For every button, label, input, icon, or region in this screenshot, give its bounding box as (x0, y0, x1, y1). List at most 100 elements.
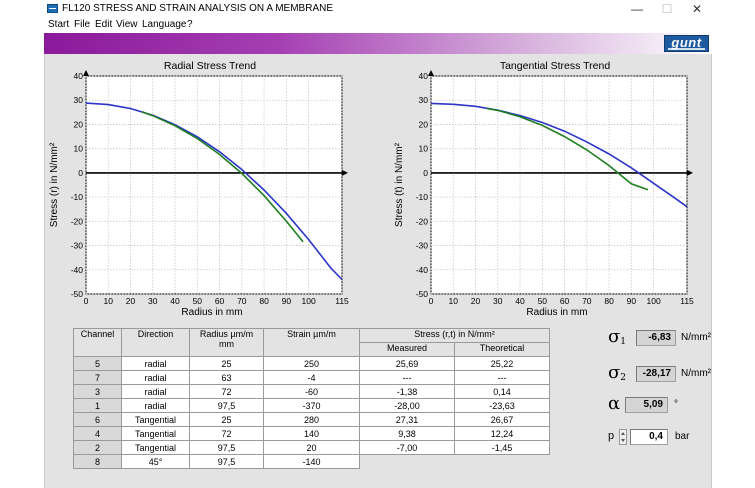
y-tick-label: 30 (74, 95, 84, 105)
menu-file[interactable]: File (74, 19, 91, 30)
plot-area (85, 75, 343, 295)
plot-area (430, 75, 688, 295)
zero-axis-arrow (342, 169, 348, 176)
channel-cell: 6 (73, 412, 122, 427)
strain-cell: -60 (263, 384, 360, 399)
strain-cell: 140 (263, 426, 360, 441)
y-tick-label: 40 (419, 71, 429, 81)
measured-cell: 9,38 (359, 426, 455, 441)
menu-edit[interactable]: Edit (95, 19, 113, 30)
y-tick-label: 0 (78, 168, 83, 178)
radius-cell: 97,5 (189, 398, 264, 413)
channel-cell: 8 (73, 454, 122, 469)
y-tick-label: -30 (416, 241, 429, 251)
col-theoretical-header: Theoretical (454, 342, 550, 357)
series-line-blue (430, 102, 688, 208)
x-tick-label: 10 (104, 296, 114, 306)
table-row: 4 Tangential 72 140 9,38 12,24 (73, 426, 550, 441)
x-tick-label: 30 (148, 296, 158, 306)
direction-cell: Tangential (121, 412, 190, 427)
measured-cell: -7,00 (359, 440, 455, 455)
col-channel-header: Channel (73, 328, 122, 357)
channel-cell: 1 (73, 398, 122, 413)
channel-cell: 7 (73, 370, 122, 385)
title-bar: FL120 STRESS AND STRAIN ANALYSIS ON A ME… (0, 0, 755, 18)
y-tick-label: 0 (423, 168, 428, 178)
radius-cell: 63 (189, 370, 264, 385)
radius-cell: 97,5 (189, 440, 264, 455)
radius-cell: 25 (189, 412, 264, 427)
x-tick-label: 80 (604, 296, 614, 306)
main-panel: Radial Stress Trend 0 10 20 30 40 50 60 70 80 90 10… (44, 54, 712, 488)
logo-text: gunt (671, 35, 702, 50)
col-measured-header: Measured (359, 342, 455, 357)
x-tick-label: 40 (170, 296, 180, 306)
pressure-unit: bar (675, 431, 690, 442)
strain-cell: -370 (263, 398, 360, 413)
x-tick-label: 70 (237, 296, 247, 306)
y-tick-label: -40 (416, 265, 429, 275)
measured-cell: -28,00 (359, 398, 455, 413)
channel-cell: 3 (73, 384, 122, 399)
y-axis-label: Stress (t) in N/mm² (394, 142, 405, 227)
direction-cell: radial (121, 384, 190, 399)
alpha-unit: ° (674, 399, 678, 410)
table-row: 2 Tangential 97,5 20 -7,00 -1,45 (73, 440, 550, 455)
x-tick-label: 30 (493, 296, 503, 306)
measured-cell: 27,31 (359, 412, 455, 427)
series-line-green (486, 107, 649, 191)
menu-language[interactable]: Language (142, 19, 187, 30)
maximize-button[interactable]: ☐ (661, 2, 673, 16)
x-tick-label: 0 (429, 296, 434, 306)
radius-cell: 97,5 (189, 454, 264, 469)
pressure-spinner-icon[interactable] (619, 429, 627, 445)
menu-bar: Start File Edit View Language ? (44, 18, 712, 33)
y-tick-label: 20 (74, 119, 84, 129)
y-tick-label: 20 (419, 119, 429, 129)
pressure-input[interactable]: 0,4 (630, 429, 668, 445)
series-line-green (141, 111, 304, 243)
y-tick-label: 10 (419, 144, 429, 154)
x-tick-label: 115 (680, 296, 694, 306)
col-direction-header: Direction (121, 328, 190, 357)
x-tick-label: 50 (193, 296, 203, 306)
header-banner: gunt (44, 33, 712, 54)
alpha-symbol: α (608, 393, 621, 414)
series-line-blue (85, 102, 343, 281)
y-axis-arrow (428, 70, 434, 76)
y-tick-label: -30 (71, 241, 84, 251)
theoretical-cell: 0,14 (454, 384, 550, 399)
channel-cell: 2 (73, 440, 122, 455)
minimize-button[interactable]: — (631, 2, 643, 16)
table-row: 8 45° 97,5 -140 (73, 454, 550, 469)
table-row: 7 radial 63 -4 --- --- (73, 370, 550, 385)
strain-cell: -140 (263, 454, 360, 469)
radius-cell: 72 (189, 426, 264, 441)
direction-cell: Tangential (121, 440, 190, 455)
table-row: 1 radial 97,5 -370 -28,00 -23,63 (73, 398, 550, 413)
col-strain-header: Strain µm/m (263, 328, 360, 357)
theoretical-cell: --- (454, 370, 550, 385)
menu-start[interactable]: Start (48, 19, 70, 30)
window-title: FL120 STRESS AND STRAIN ANALYSIS ON A ME… (62, 3, 334, 14)
direction-cell: radial (121, 356, 190, 371)
channel-cell: 4 (73, 426, 122, 441)
direction-cell: Tangential (121, 426, 190, 441)
app-icon (47, 4, 58, 13)
close-button[interactable]: ✕ (691, 2, 703, 16)
theoretical-cell: -1,45 (454, 440, 550, 455)
y-tick-label: -10 (416, 192, 429, 202)
menu-help[interactable]: ? (187, 19, 193, 30)
x-axis-label: Radius in mm (181, 307, 242, 318)
sigma1-value: -6,83 (636, 330, 676, 346)
x-tick-label: 90 (282, 296, 292, 306)
menu-view[interactable]: View (116, 19, 138, 30)
x-tick-label: 70 (582, 296, 592, 306)
x-tick-label: 115 (335, 296, 349, 306)
col-stress-header: Stress (r,t) in N/mm² (359, 328, 550, 343)
measured-cell: 25,69 (359, 356, 455, 371)
chart-title: Tangential Stress Trend (500, 60, 610, 72)
theoretical-cell: 25,22 (454, 356, 550, 371)
y-tick-label: -20 (416, 216, 429, 226)
x-tick-label: 60 (560, 296, 570, 306)
